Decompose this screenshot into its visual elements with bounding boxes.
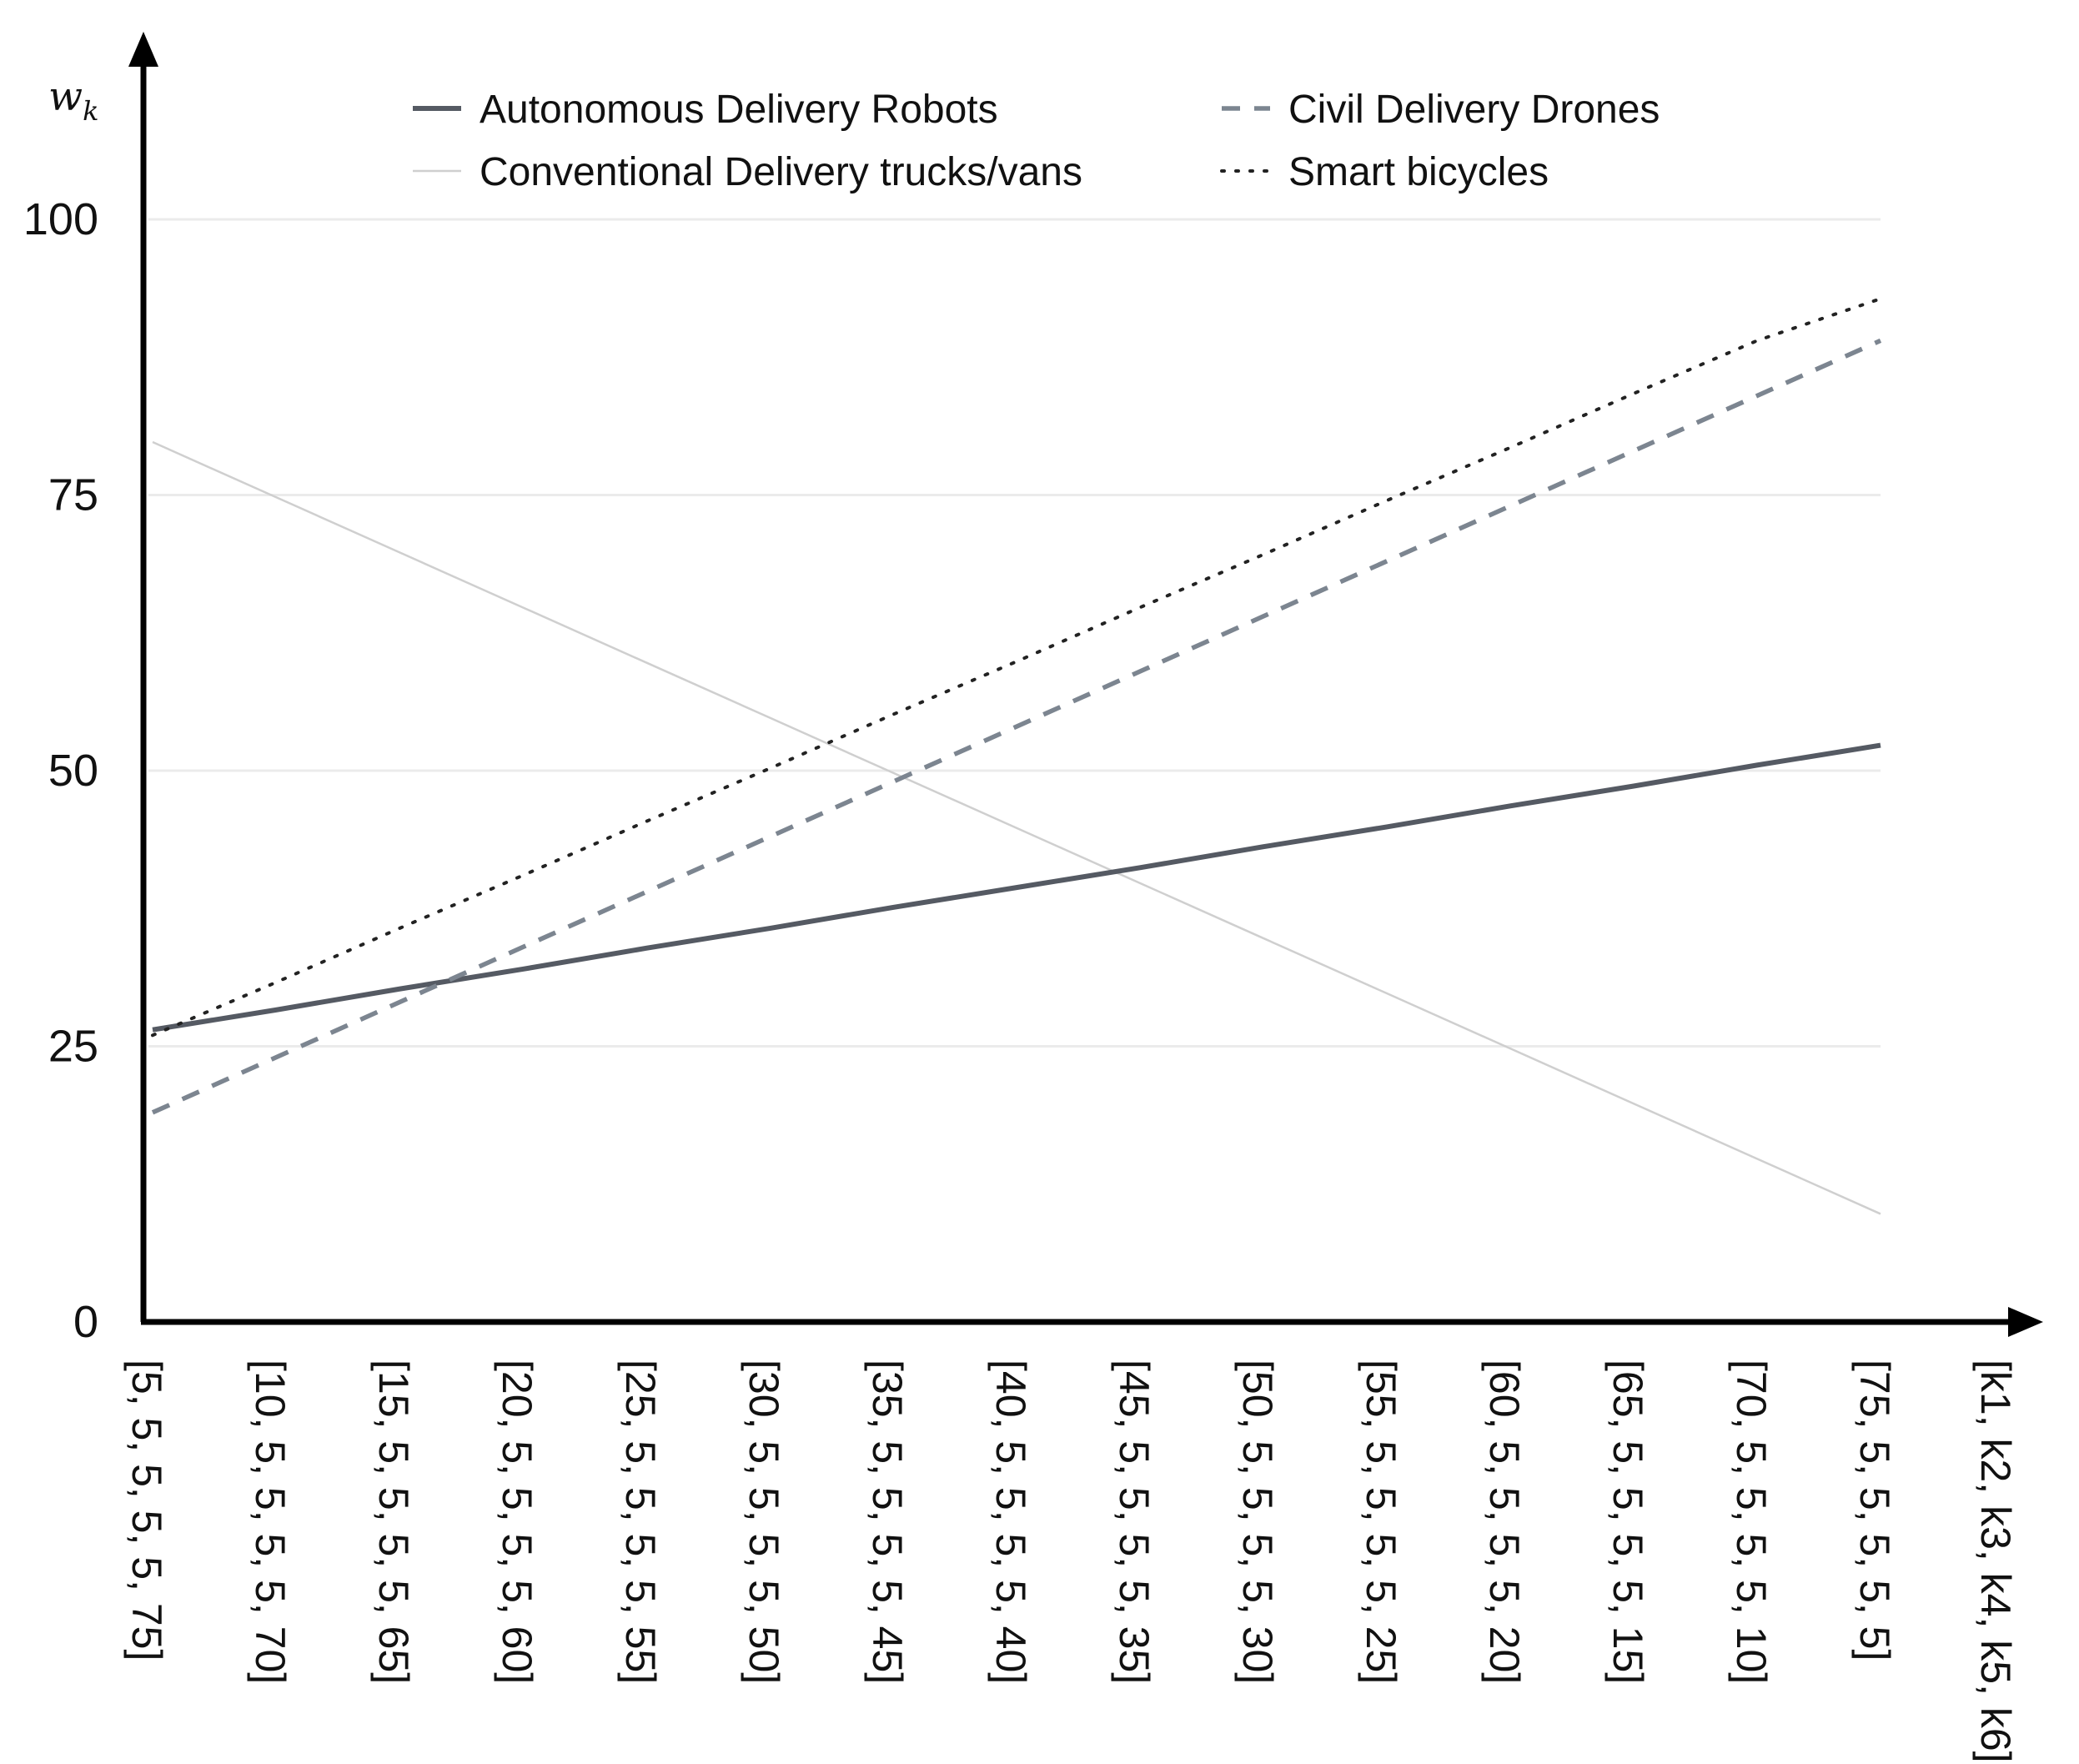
y-axis-arrow — [128, 32, 158, 67]
x-tick-label: [60, 5, 5, 5, 5, 20] — [1481, 1359, 1528, 1684]
y-tick-label: 25 — [48, 1022, 98, 1072]
legend-label: Autonomous Delivery Robots — [480, 88, 998, 132]
x-axis-arrow — [2008, 1307, 2043, 1337]
y-tick-label: 75 — [48, 470, 98, 520]
y-axis-label: wk — [48, 73, 98, 127]
y-tick-labels: 0 25 50 75 100 — [23, 194, 98, 1347]
x-tick-label: [5, 5, 5, 5, 5, 75] — [123, 1359, 170, 1661]
y-tick-label: 100 — [23, 194, 98, 244]
series-lines — [151, 297, 1882, 1215]
x-axis-label: [k1, k2, k3, k4, k5, k6] — [1972, 1359, 2019, 1763]
legend-label: Smart bicycles — [1288, 150, 1549, 194]
x-tick-label: [15, 5, 5, 5, 5, 65] — [370, 1359, 417, 1684]
series-line — [151, 297, 1882, 1038]
x-tick-label: [55, 5, 5, 5, 5, 25] — [1358, 1359, 1404, 1684]
x-tick-label: [10, 5, 5, 5, 5, 70] — [247, 1359, 294, 1684]
series-line — [152, 742, 1881, 1033]
x-tick-label: [75, 5, 5, 5, 5, 5] — [1851, 1359, 1898, 1661]
x-tick-labels: [5, 5, 5, 5, 5, 75] [10, 5, 5, 5, 5, 70] [… — [123, 1359, 1898, 1684]
axes — [128, 32, 2043, 1337]
x-tick-label: [70, 5, 5, 5, 5, 10] — [1728, 1359, 1775, 1684]
x-tick-label: [25, 5, 5, 5, 5, 55] — [617, 1359, 664, 1684]
x-tick-label: [65, 5, 5, 5, 5, 15] — [1604, 1359, 1651, 1684]
x-tick-label: [45, 5, 5, 5, 5, 35] — [1111, 1359, 1158, 1684]
gridlines — [148, 218, 1881, 1048]
x-tick-label: [35, 5, 5, 5, 5, 45] — [864, 1359, 911, 1684]
series-line — [152, 440, 1881, 1215]
x-tick-label: [30, 5, 5, 5, 5, 50] — [741, 1359, 787, 1684]
series-line — [151, 338, 1882, 1115]
y-tick-label: 50 — [48, 746, 98, 796]
legend-label: Conventional Delivery trucks/vans — [480, 150, 1082, 194]
x-tick-label: [20, 5, 5, 5, 5, 60] — [494, 1359, 540, 1684]
legend: Autonomous Delivery Robots Civil Delivery… — [413, 88, 1660, 194]
legend-label: Civil Delivery Drones — [1288, 88, 1660, 132]
x-tick-label: [50, 5, 5, 5, 5, 30] — [1234, 1359, 1281, 1684]
y-tick-label: 0 — [73, 1297, 98, 1347]
x-tick-label: [40, 5, 5, 5, 5, 40] — [987, 1359, 1034, 1684]
